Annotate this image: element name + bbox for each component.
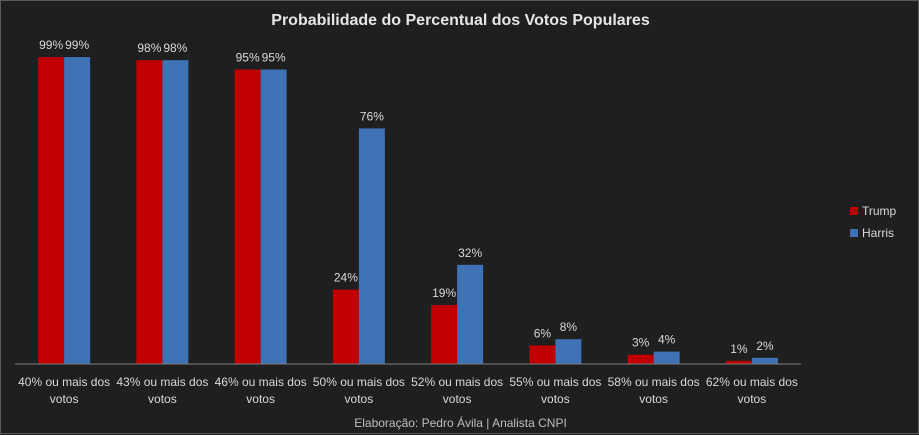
data-label-harris-7: 2%	[756, 339, 774, 353]
x-tick-label-5-0: 55% ou mais dos	[509, 375, 601, 389]
data-label-harris-2: 95%	[262, 51, 286, 65]
data-label-harris-4: 32%	[458, 246, 482, 260]
x-tick-label-3-0: 50% ou mais dos	[313, 375, 405, 389]
bar-trump-2	[234, 69, 261, 364]
bar-trump-3	[332, 289, 359, 364]
data-label-harris-5: 8%	[560, 320, 578, 334]
x-tick-label-6-0: 58% ou mais dos	[608, 375, 700, 389]
bar-harris-0	[64, 57, 91, 364]
data-label-harris-0: 99%	[65, 38, 89, 52]
x-tick-label-7-1: votos	[738, 392, 767, 406]
legend-label-trump: Trump	[862, 204, 897, 218]
legend-swatch-harris	[850, 229, 858, 237]
x-tick-label-2-0: 46% ou mais dos	[215, 375, 307, 389]
x-tick-label-6-1: votos	[639, 392, 668, 406]
bar-harris-3	[358, 128, 385, 364]
data-label-trump-2: 95%	[236, 51, 260, 65]
legend-label-harris: Harris	[862, 226, 894, 240]
data-label-trump-0: 99%	[39, 38, 63, 52]
bar-harris-5	[555, 339, 582, 364]
bar-harris-2	[260, 69, 287, 364]
x-tick-label-4-1: votos	[443, 392, 472, 406]
bars-group	[38, 57, 778, 364]
x-tick-label-2-1: votos	[246, 392, 275, 406]
x-tick-label-0-1: votos	[50, 392, 79, 406]
x-tick-label-1-0: 43% ou mais dos	[116, 375, 208, 389]
x-tick-label-3-1: votos	[345, 392, 374, 406]
bar-trump-5	[529, 345, 556, 364]
data-label-harris-1: 98%	[163, 41, 187, 55]
bar-harris-4	[457, 264, 484, 364]
x-tick-label-0-0: 40% ou mais dos	[18, 375, 110, 389]
legend-swatch-trump	[850, 207, 858, 215]
data-label-trump-1: 98%	[137, 41, 161, 55]
footer-credit: Elaboração: Pedro Ávila | Analista CNPI	[354, 415, 567, 430]
data-label-harris-3: 76%	[360, 109, 384, 123]
data-label-trump-6: 3%	[632, 336, 650, 350]
data-label-trump-4: 19%	[432, 286, 456, 300]
data-label-harris-6: 4%	[658, 333, 676, 347]
x-tick-label-4-0: 52% ou mais dos	[411, 375, 503, 389]
x-tick-label-5-1: votos	[541, 392, 570, 406]
x-tick-label-1-1: votos	[148, 392, 177, 406]
bar-trump-7	[725, 360, 752, 364]
bar-harris-1	[162, 60, 189, 364]
data-labels-group: 99% 99% 98% 98% 95% 95% 24% 76% 19% 32% 6% 8% 3% 4% 1%…	[39, 38, 774, 356]
x-axis-ticks: 40% ou mais dos votos 43% ou mais dos votos…	[18, 375, 798, 406]
data-label-trump-5: 6%	[534, 326, 552, 340]
bar-harris-7	[751, 357, 778, 364]
bar-trump-1	[136, 60, 163, 364]
data-label-trump-3: 24%	[334, 271, 358, 285]
bar-trump-6	[627, 354, 654, 364]
bar-trump-0	[38, 57, 65, 364]
bar-harris-6	[653, 351, 680, 364]
legend: Trump Harris	[850, 204, 897, 240]
x-tick-label-7-0: 62% ou mais dos	[706, 375, 798, 389]
bar-trump-4	[431, 305, 458, 364]
chart-title: Probabilidade do Percentual dos Votos Po…	[271, 12, 650, 29]
data-label-trump-7: 1%	[730, 342, 748, 356]
